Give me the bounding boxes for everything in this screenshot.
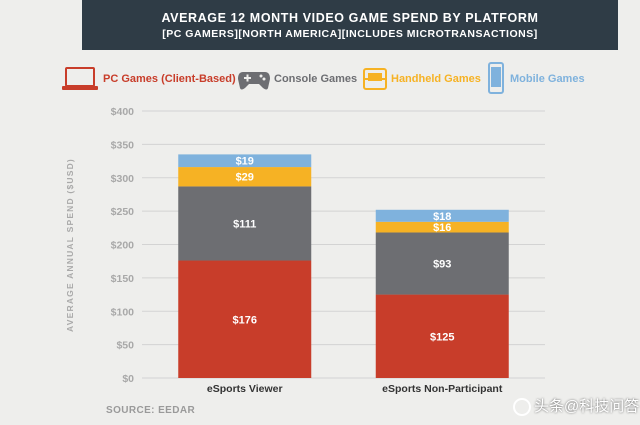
y-tick-label: $0 [122,373,134,385]
x-tick-label: eSports Non-Participant [382,383,503,395]
watermark-text: 头条@科技问答 [534,398,640,415]
laptop-icon [62,67,98,90]
data-label: $19 [236,156,254,168]
legend-label-handheld: Handheld Games [391,73,481,85]
bar-segment [178,154,312,168]
y-tick-label: $400 [111,106,135,118]
legend-item-handheld: Handheld Games [362,64,482,94]
bar-segment [178,260,312,378]
data-label: $125 [430,331,454,343]
y-tick-label: $350 [111,139,135,151]
bar-segment [178,186,312,261]
legend-label-console: Console Games [274,73,358,85]
handheld-icon [363,68,387,90]
data-label: $176 [233,314,257,326]
legend-item-mobile: Mobile Games [488,62,588,94]
chart-subtitle: [PC GAMERS][NORTH AMERICA][INCLUDES MICR… [162,28,538,40]
data-label: $93 [433,259,451,271]
y-tick-label: $100 [111,306,135,318]
legend-label-mobile: Mobile Games [510,73,585,85]
y-tick-label: $150 [111,273,135,285]
data-label: $29 [236,172,254,184]
x-tick-label: eSports Viewer [207,383,283,395]
bar-segment [375,221,509,233]
legend-item-console: Console Games [237,64,357,94]
watermark-logo-icon [513,398,531,417]
chart-legend: PC Games (Client-Based) Console Games Ha… [0,58,640,100]
data-label: $16 [433,222,451,234]
gamepad-icon [238,72,270,90]
bar-segment [375,294,509,378]
bar-segment [375,232,509,295]
y-tick-label: $200 [111,240,135,252]
bar-segment [178,167,312,187]
data-label: $111 [233,218,256,230]
bar-segment [375,209,509,222]
watermark: 头条@科技问答 [513,395,640,417]
legend-item-pc: PC Games (Client-Based) [62,64,236,94]
chart-title-bar: AVERAGE 12 MONTH VIDEO GAME SPEND BY PLA… [82,0,618,50]
data-label: $18 [433,211,451,223]
y-tick-label: $250 [111,206,135,218]
y-tick-label: $300 [111,173,135,185]
chart-title: AVERAGE 12 MONTH VIDEO GAME SPEND BY PLA… [161,11,539,25]
legend-label-pc: PC Games (Client-Based) [103,73,236,85]
source-note: SOURCE: EEDAR [106,405,196,416]
smartphone-icon [488,62,504,94]
y-tick-label: $50 [116,340,134,352]
